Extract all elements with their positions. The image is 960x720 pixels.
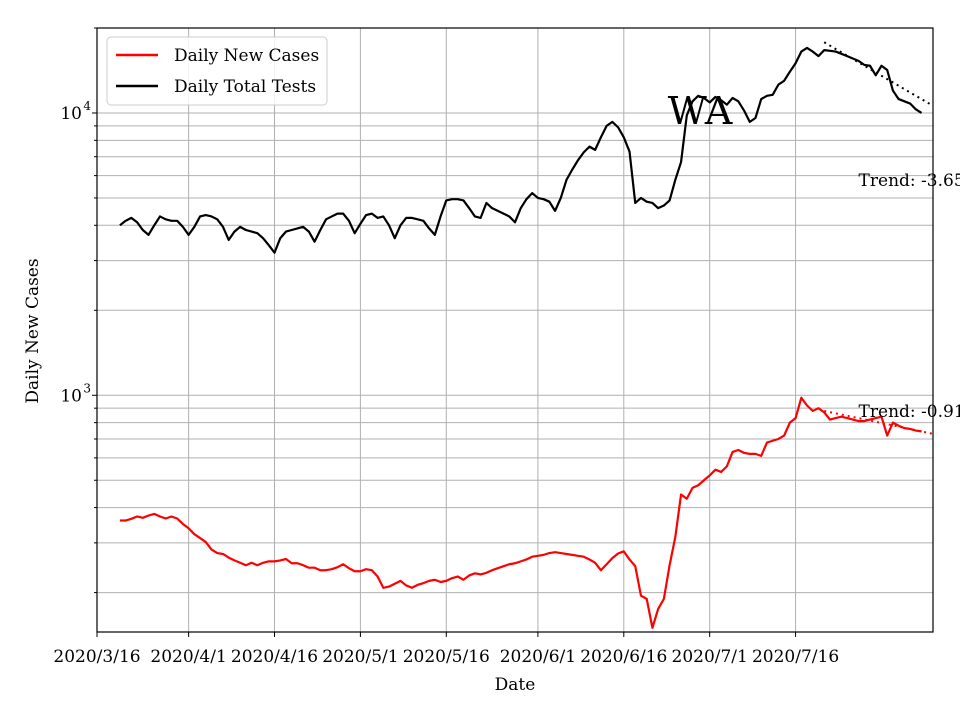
- legend: Daily New Cases Daily Total Tests: [106, 36, 328, 106]
- y-axis-label: Daily New Cases: [23, 258, 43, 403]
- series-layer: [119, 41, 934, 629]
- daily-new-cases-line: [119, 396, 922, 629]
- y-tick-exponent: 4: [83, 99, 91, 113]
- y-tick-exponent: 3: [83, 381, 91, 395]
- y-tick-label: 10: [60, 104, 82, 124]
- x-tick-label: 2020/6/16: [580, 647, 667, 667]
- y-tick-label: 10: [60, 386, 82, 406]
- chart-title: WA: [668, 89, 733, 133]
- x-tick-label: 2020/4/16: [231, 647, 318, 667]
- x-tick-label: 2020/5/1: [322, 647, 398, 667]
- x-tick-label: 2020/7/16: [752, 647, 839, 667]
- x-tick-label: 2020/6/1: [500, 647, 576, 667]
- plot-frame: [96, 27, 934, 633]
- trend-annotation: Trend: -3.65% per day: [859, 171, 960, 191]
- trend-annotation: Trend: -0.91% per day: [859, 402, 960, 422]
- x-axis: 2020/3/16 2020/4/1 2020/4/16 2020/5/1 2020/5…: [53, 632, 839, 667]
- legend-box: [106, 36, 328, 106]
- grid: [96, 27, 933, 632]
- trend-line: [823, 41, 934, 107]
- daily-total-tests-line: [119, 46, 923, 254]
- trend-line: [823, 409, 934, 435]
- legend-label-tests: Daily Total Tests: [174, 77, 316, 97]
- x-tick-label: 2020/4/1: [150, 647, 226, 667]
- x-axis-label: Date: [495, 675, 536, 695]
- x-tick-label: 2020/3/16: [53, 647, 140, 667]
- x-tick-label: 2020/7/1: [672, 647, 748, 667]
- annotations: Trend: -3.65% per day Trend: -0.91% per d…: [859, 171, 960, 422]
- legend-label-cases: Daily New Cases: [174, 46, 319, 66]
- x-tick-label: 2020/5/16: [403, 647, 490, 667]
